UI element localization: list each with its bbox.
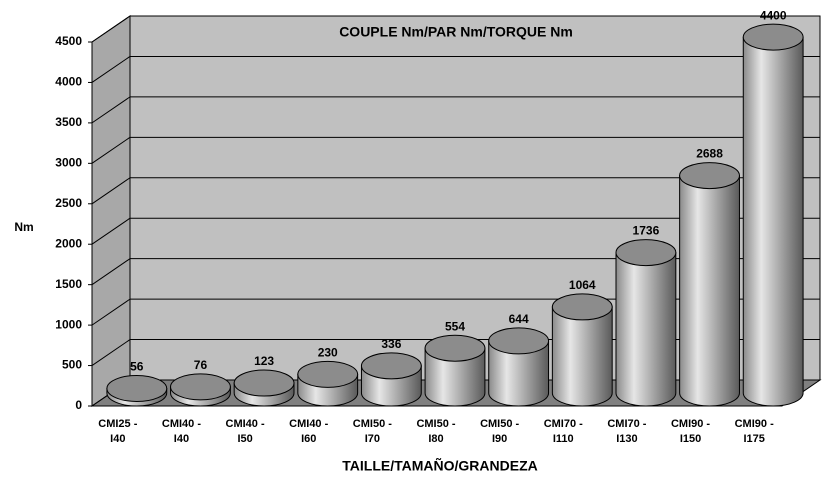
value-label: 123 [254, 354, 274, 368]
x-tick-label: CMI70 - [544, 418, 583, 430]
cylinder-top [742, 23, 804, 51]
value-label: 2688 [696, 147, 723, 161]
x-tick-label: CMI50 - [480, 418, 519, 430]
side-wall [91, 15, 131, 407]
y-tick-label: 500 [62, 358, 82, 372]
value-label: 1064 [569, 278, 596, 292]
cylinder-body [742, 36, 804, 407]
cylinder-top [360, 352, 422, 380]
cylinder-body [615, 252, 677, 407]
x-tick-label: I50 [237, 433, 252, 445]
y-tick-label: 3500 [55, 115, 82, 129]
grid-line [91, 217, 131, 245]
cylinder-body [551, 306, 613, 407]
cylinder-body [424, 347, 486, 407]
value-label: 1736 [633, 224, 660, 238]
value-label: 4400 [760, 8, 787, 22]
x-tick-label: CMI70 - [607, 418, 646, 430]
cylinder-top [488, 327, 550, 355]
grid-line [91, 15, 131, 43]
grid-line [91, 339, 131, 366]
x-tick-label: I130 [616, 433, 637, 445]
x-tick-label: CMI90 - [735, 418, 774, 430]
cylinder-top [233, 369, 295, 397]
x-tick-label: I110 [553, 433, 574, 445]
x-tick-label: CMI40 - [162, 418, 201, 430]
cylinder-body [488, 340, 550, 407]
x-tick-label: I40 [174, 433, 189, 445]
y-tick-label: 3000 [55, 156, 82, 170]
y-tick-label: 4000 [55, 75, 82, 89]
y-tick-label: 4500 [55, 34, 82, 48]
x-tick-label: I90 [492, 433, 507, 445]
cylinder-top [551, 293, 613, 321]
cylinder-top [297, 360, 359, 388]
x-tick-label: I70 [365, 433, 380, 445]
y-tick-label: 2000 [55, 236, 82, 250]
y-tick-label: 0 [75, 398, 82, 412]
cylinder-top [106, 374, 168, 402]
chart-title: COUPLE Nm/PAR Nm/TORQUE Nm [339, 24, 573, 40]
x-tick-label: CMI90 - [671, 418, 710, 430]
x-tick-label: CMI25 - [98, 418, 137, 430]
grid-line [91, 56, 131, 83]
y-axis-label: Nm [14, 220, 33, 234]
cylinder-top [615, 239, 677, 267]
x-tick-label: I175 [743, 433, 764, 445]
x-tick-label: CMI40 - [289, 418, 328, 430]
x-tick-label: I150 [680, 433, 701, 445]
y-tick-label: 1000 [55, 317, 82, 331]
x-tick-label: I60 [301, 433, 316, 445]
grid-line [91, 136, 131, 164]
x-axis-label: TAILLE/TAMAÑO/GRANDEZA [342, 457, 537, 474]
grid-line [91, 96, 131, 124]
value-label: 76 [194, 358, 208, 372]
x-tick-label: I80 [428, 433, 443, 445]
value-label: 554 [445, 319, 465, 333]
x-tick-label: I40 [110, 433, 125, 445]
x-tick-label: CMI50 - [416, 418, 455, 430]
grid: 0 500 1000 1500 2000 2500 3000 3500 4000 4500 [55, 15, 820, 412]
cylinder-top [424, 334, 486, 362]
y-tick-label: 1500 [55, 277, 82, 291]
cylinder-top [170, 373, 231, 401]
value-label: 336 [381, 337, 401, 351]
grid-line [91, 258, 131, 286]
grid-line [91, 177, 131, 205]
grid-line [91, 298, 131, 326]
value-label: 56 [130, 360, 144, 374]
value-label: 644 [509, 312, 529, 326]
cylinder-body [679, 175, 740, 407]
cylinder-top [679, 162, 740, 190]
y-tick-label: 2500 [55, 196, 82, 210]
value-label: 230 [318, 346, 338, 360]
marks: 56 76 123 230 336 554 644 1064 1736 2688 4400 [106, 8, 804, 407]
x-tick-label: CMI40 - [226, 418, 265, 430]
x-tick-label: CMI50 - [353, 418, 392, 430]
